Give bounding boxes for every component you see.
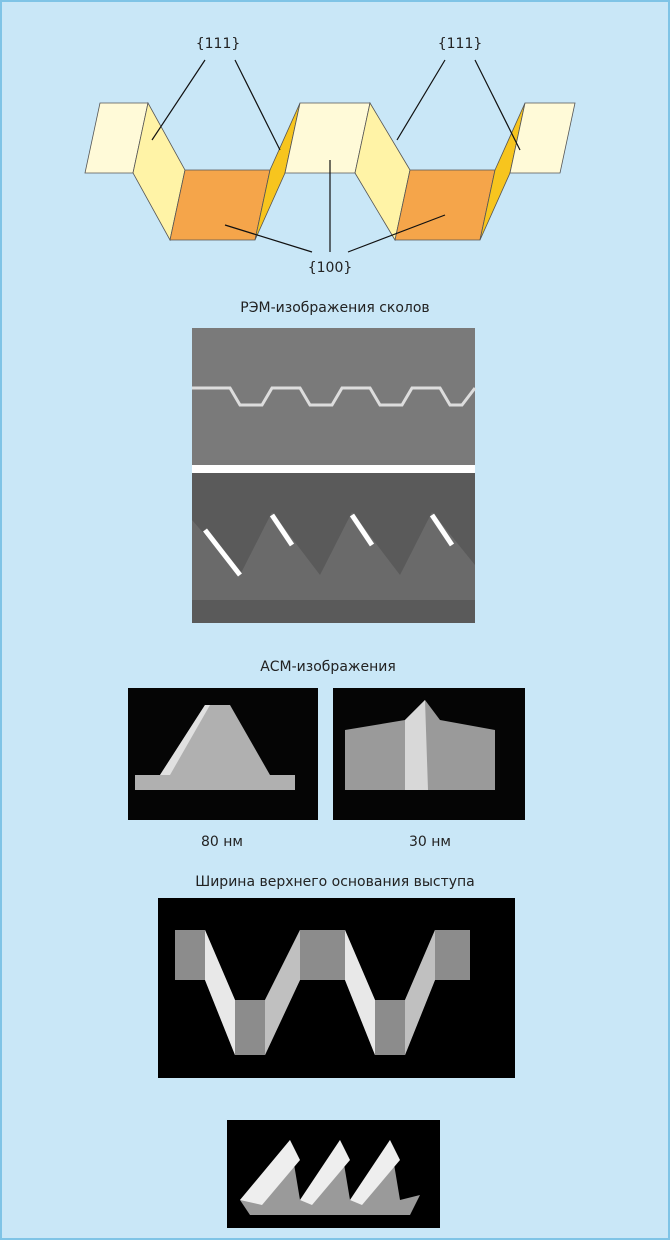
- section-title: РЭМ-изображения сколов: [240, 300, 429, 316]
- sem-image: [192, 328, 475, 623]
- caption: 30 нм: [409, 834, 451, 850]
- topography-image: [158, 898, 515, 1078]
- facet-label: {111}: [196, 36, 241, 52]
- section-title: АСМ-изображения: [260, 659, 396, 675]
- topography-image: [227, 1120, 440, 1228]
- afm-image: [333, 688, 525, 820]
- facet-label: {100}: [308, 260, 353, 276]
- figure: {111} {111} {100} РЭМ-изображения сколов…: [0, 0, 670, 1240]
- afm-image: [128, 688, 318, 820]
- section-title: Ширина верхнего основания выступа: [195, 874, 475, 890]
- caption: 80 нм: [201, 834, 243, 850]
- facet-label: {111}: [438, 36, 483, 52]
- page: {111} {111} {100} РЭМ-изображения сколов…: [0, 0, 670, 1244]
